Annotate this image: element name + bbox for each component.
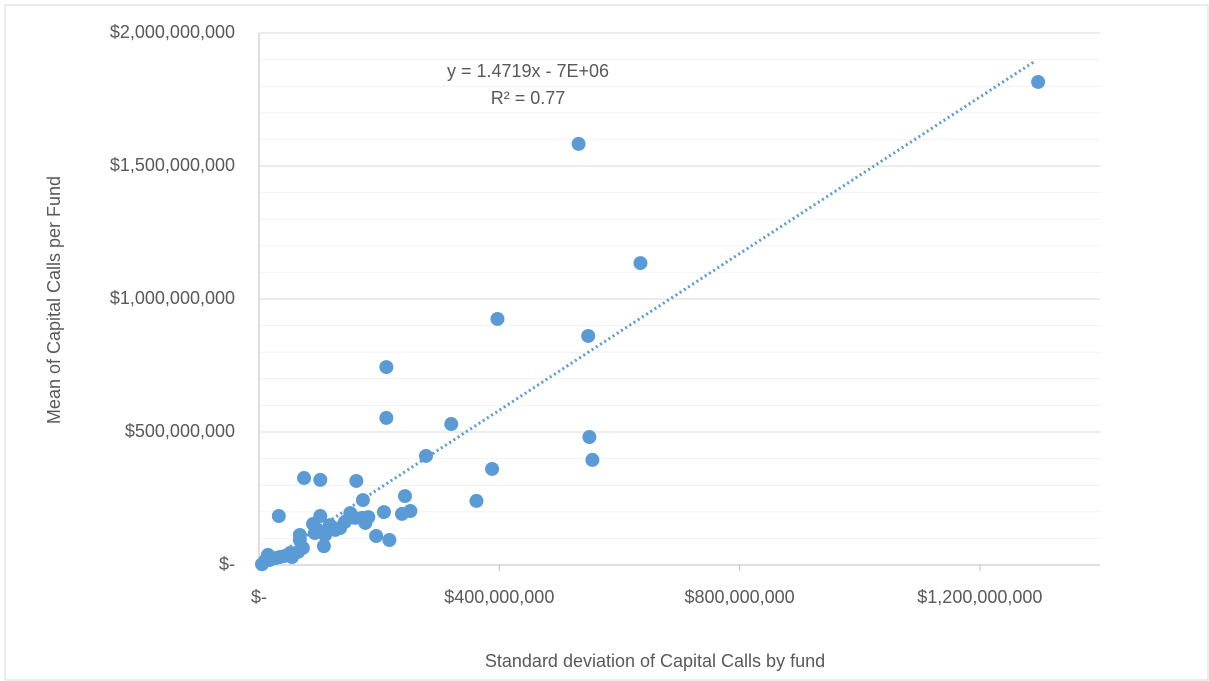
point xyxy=(328,522,343,537)
point xyxy=(571,136,586,151)
point xyxy=(379,360,394,375)
point xyxy=(490,311,505,326)
point xyxy=(382,532,397,547)
point xyxy=(273,550,288,565)
point xyxy=(313,472,328,487)
point xyxy=(633,256,648,271)
point xyxy=(348,510,363,525)
point xyxy=(307,526,322,541)
chart-border xyxy=(4,4,1209,681)
point xyxy=(285,550,300,565)
point xyxy=(469,493,484,508)
point xyxy=(379,410,394,425)
y-tick-label: $1,500,000,000 xyxy=(110,155,235,175)
x-tick-label: $800,000,000 xyxy=(685,587,795,607)
point xyxy=(316,539,331,554)
point xyxy=(397,489,412,504)
x-tick-label: $1,200,000,000 xyxy=(917,587,1042,607)
x-tick-label: $- xyxy=(251,587,267,607)
y-tick-label: $1,000,000,000 xyxy=(110,288,235,308)
point xyxy=(444,417,459,432)
y-tick-label: $500,000,000 xyxy=(125,421,235,441)
y-tick-label: $2,000,000,000 xyxy=(110,22,235,42)
trendline-r2: R² = 0.77 xyxy=(491,88,566,108)
trendline-equation: y = 1.4719x - 7E+06 xyxy=(447,61,609,81)
point xyxy=(582,430,597,445)
point xyxy=(349,473,364,488)
point xyxy=(394,506,409,521)
trendline xyxy=(264,59,1037,565)
x-tick-label: $400,000,000 xyxy=(444,587,554,607)
point xyxy=(297,471,312,486)
y-axis-title: Mean of Capital Calls per Fund xyxy=(44,176,64,424)
point xyxy=(271,509,286,524)
point xyxy=(1031,74,1046,89)
point xyxy=(376,505,391,520)
point xyxy=(581,328,596,343)
x-axis-title: Standard deviation of Capital Calls by f… xyxy=(485,651,825,671)
point xyxy=(485,461,500,476)
point xyxy=(418,448,433,463)
point xyxy=(585,452,600,467)
y-tick-label: $- xyxy=(219,554,235,574)
point xyxy=(369,529,384,544)
